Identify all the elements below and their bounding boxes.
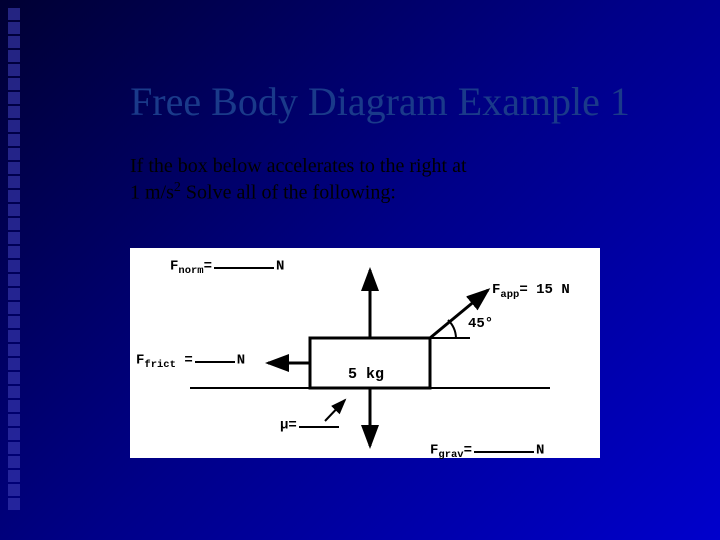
angle-arc xyxy=(448,320,456,338)
normal-force-label: Fnorm=N xyxy=(170,254,284,277)
subtitle-exponent: 2 xyxy=(174,180,181,195)
normal-force-blank xyxy=(214,254,274,269)
mu-blank xyxy=(299,413,339,428)
slide-title: Free Body Diagram Example 1 xyxy=(0,0,720,125)
subtitle-line1: If the box below accelerates to the righ… xyxy=(130,155,467,177)
subtitle-line2b: Solve all of the following: xyxy=(181,182,396,204)
slide-subtitle: If the box below accelerates to the righ… xyxy=(0,125,720,206)
mass-label: 5 kg xyxy=(348,366,384,383)
free-body-diagram: Fnorm=N Fapp= 15 N 45° Ffrict =N 5 kg μ=… xyxy=(130,248,600,458)
applied-force-label: Fapp= 15 N xyxy=(492,282,570,301)
friction-force-label: Ffrict =N xyxy=(136,348,245,371)
subtitle-line2a: 1 m/s xyxy=(130,182,174,204)
mu-label: μ= xyxy=(280,413,341,433)
decorative-left-squares xyxy=(8,8,28,532)
diagram-container: Fnorm=N Fapp= 15 N 45° Ffrict =N 5 kg μ=… xyxy=(130,248,600,458)
gravity-force-blank xyxy=(474,438,534,453)
gravity-force-label: Fgrav=N xyxy=(430,438,544,461)
friction-force-blank xyxy=(195,348,235,363)
angle-label: 45° xyxy=(468,316,493,332)
